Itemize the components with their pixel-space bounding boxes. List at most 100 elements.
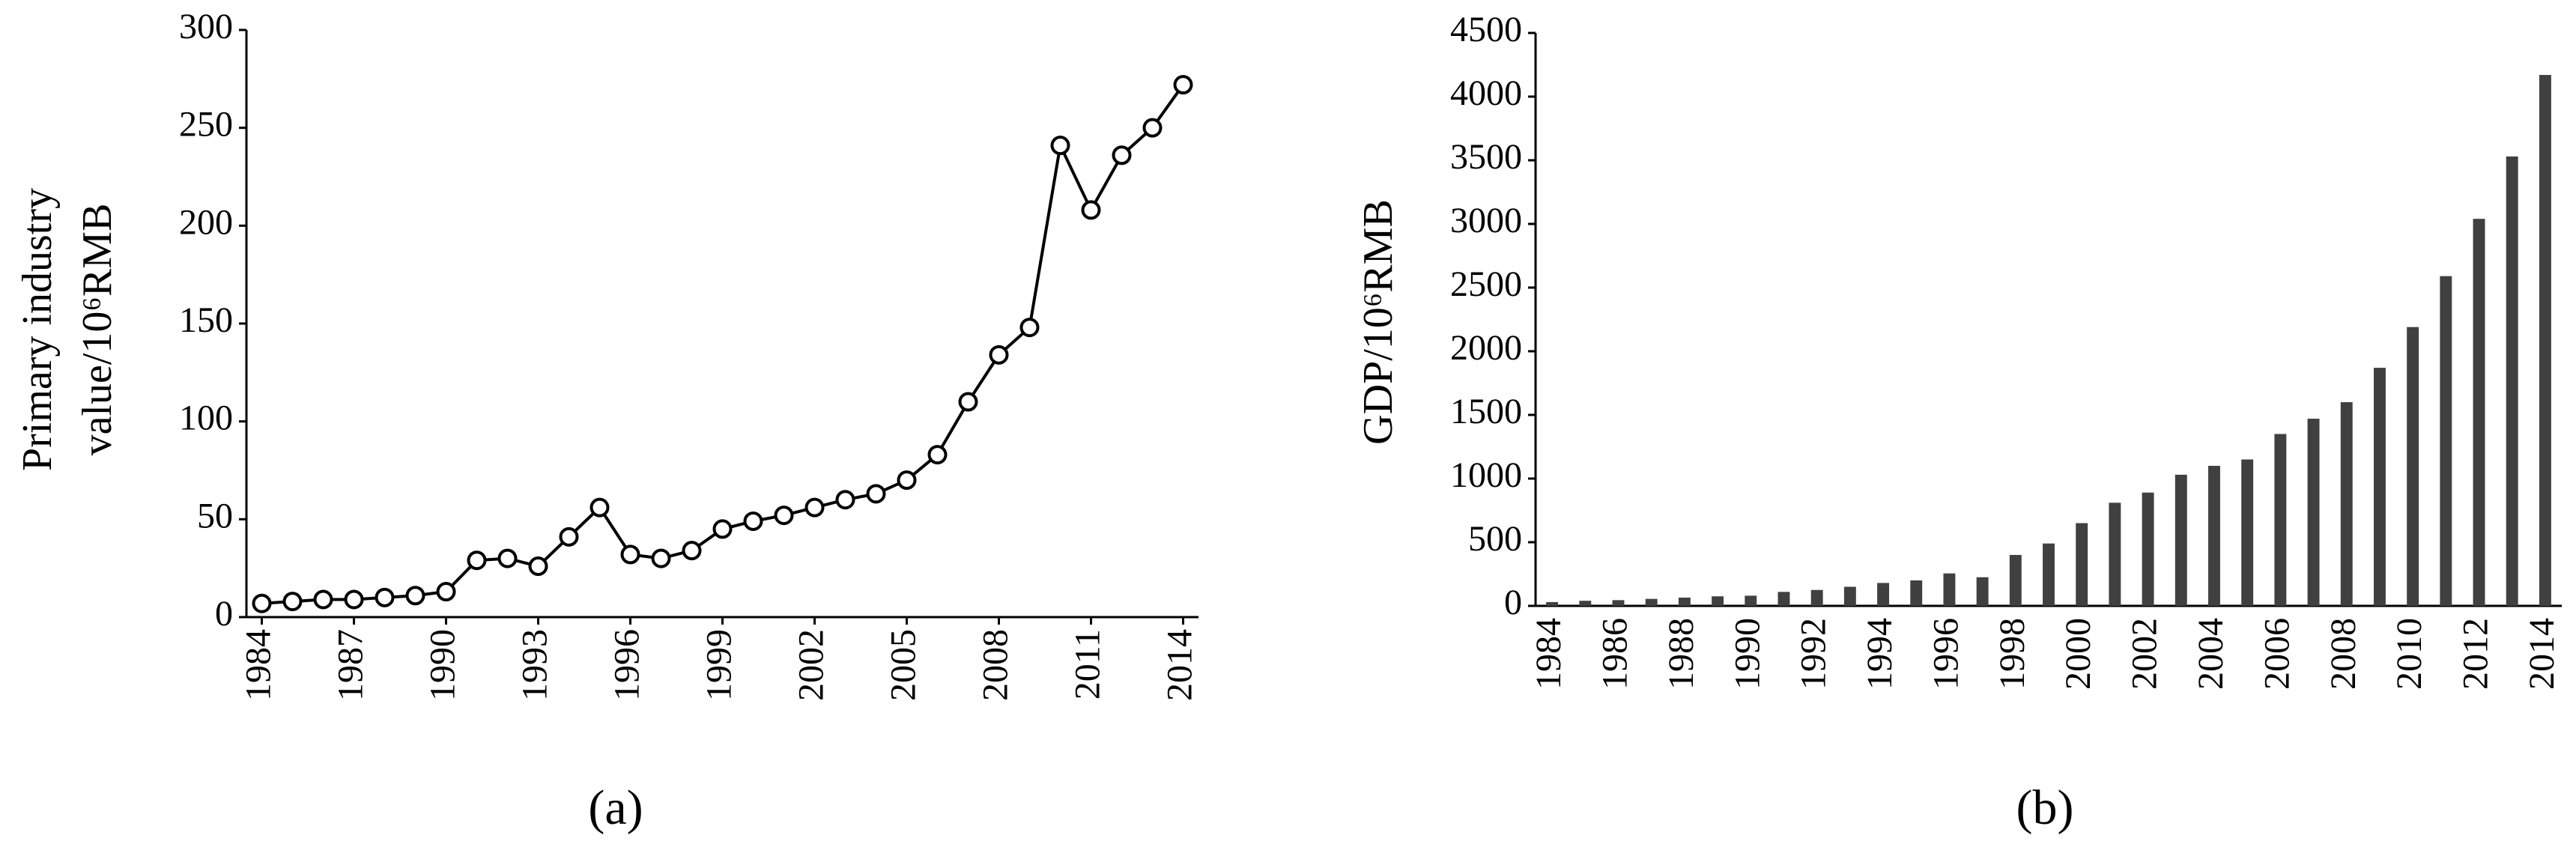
bar: [1546, 601, 1559, 606]
data-point: [804, 497, 825, 518]
data-point: [835, 490, 855, 510]
bar: [2407, 327, 2419, 606]
x-tick-label: 2005: [884, 629, 924, 701]
x-tick-label: 2004: [2191, 618, 2231, 690]
bar: [2473, 219, 2485, 606]
caption: (b): [2016, 780, 2074, 835]
x-tick-label: 2012: [2456, 618, 2496, 690]
caption: (a): [588, 780, 643, 835]
x-tick-label: 2006: [2257, 618, 2297, 690]
data-point: [1019, 318, 1040, 338]
data-point: [344, 589, 364, 610]
bar: [2109, 503, 2121, 606]
x-tick-label: 2010: [2389, 618, 2429, 690]
bar: [2175, 474, 2187, 606]
x-tick-label: 1990: [423, 629, 463, 701]
y-tick-label: 250: [179, 105, 233, 145]
data-point: [313, 589, 333, 610]
data-point: [682, 541, 702, 561]
data-point: [927, 445, 948, 465]
y-axis-title: value/10⁶RMB: [74, 204, 121, 456]
data-point: [1081, 200, 1101, 220]
x-tick-label: 1986: [1595, 618, 1634, 690]
bar: [2043, 543, 2055, 606]
bar: [2241, 459, 2254, 606]
x-tick-label: 2002: [2125, 618, 2165, 690]
y-tick-label: 100: [179, 398, 233, 438]
bar: [1943, 573, 1956, 606]
data-point: [559, 526, 579, 547]
data-point: [1142, 118, 1163, 138]
data-point: [620, 544, 640, 565]
y-tick-label: 1500: [1450, 392, 1522, 431]
bar: [1843, 586, 1856, 606]
bar: [1976, 577, 1989, 606]
y-axis-title: GDP/10⁶RMB: [1355, 199, 1401, 445]
bar: [2009, 555, 2022, 606]
data-point: [436, 582, 456, 602]
y-tick-label: 2500: [1450, 264, 1522, 304]
x-tick-label: 1996: [1926, 618, 1966, 690]
x-tick-label: 2014: [2522, 618, 2562, 690]
bar: [2307, 419, 2320, 606]
data-point: [897, 470, 917, 491]
data-point: [405, 586, 425, 606]
x-tick-label: 1984: [239, 629, 279, 701]
bar: [2373, 368, 2386, 606]
x-tick-label: 2000: [2058, 618, 2098, 690]
x-tick-label: 1993: [515, 629, 555, 701]
bar: [1579, 601, 1592, 606]
bar: [2274, 434, 2287, 606]
y-tick-label: 300: [179, 7, 233, 46]
bar: [2142, 492, 2154, 606]
bar: [2208, 466, 2220, 606]
x-tick-label: 1999: [700, 629, 739, 701]
data-point: [467, 550, 487, 571]
data-point: [866, 484, 886, 504]
bar: [1612, 600, 1625, 606]
bar: [1910, 580, 1923, 606]
x-tick-label: 1984: [1529, 618, 1569, 690]
data-point: [375, 587, 395, 607]
bar: [1745, 595, 1757, 606]
y-tick-label: 3500: [1450, 137, 1522, 177]
x-tick-label: 2008: [976, 629, 1016, 701]
bar: [1810, 589, 1823, 606]
y-tick-label: 1000: [1450, 455, 1522, 495]
data-point: [1112, 145, 1132, 166]
data-point: [497, 548, 518, 568]
x-tick-label: 1988: [1661, 618, 1701, 690]
x-tick-label: 1990: [1727, 618, 1767, 690]
bar: [2340, 402, 2353, 606]
y-tick-label: 2000: [1450, 328, 1522, 368]
data-point: [743, 511, 763, 531]
y-tick-label: 150: [179, 300, 233, 340]
data-point: [590, 497, 610, 518]
x-tick-label: 1998: [1992, 618, 2032, 690]
x-tick-label: 1996: [607, 629, 647, 701]
data-point: [774, 506, 794, 526]
bar: [1712, 596, 1724, 606]
x-tick-label: 1994: [1860, 618, 1900, 690]
data-point: [252, 593, 272, 613]
y-tick-label: 500: [1468, 519, 1522, 559]
bar: [2440, 276, 2452, 606]
x-tick-label: 2002: [792, 629, 831, 701]
y-tick-label: 0: [215, 594, 233, 634]
data-point: [712, 519, 733, 539]
data-point: [282, 592, 303, 612]
y-axis-title: Primary industry: [14, 188, 61, 471]
x-tick-label: 1987: [331, 629, 371, 701]
data-point: [651, 548, 671, 568]
data-point: [958, 392, 978, 412]
y-tick-label: 0: [1504, 583, 1522, 622]
data-point: [528, 556, 548, 577]
x-tick-label: 2014: [1160, 629, 1200, 701]
data-point: [1173, 75, 1193, 95]
y-tick-label: 4500: [1450, 10, 1522, 49]
y-tick-label: 200: [179, 202, 233, 242]
y-tick-label: 50: [197, 496, 233, 535]
data-point: [1050, 136, 1070, 156]
bar: [2506, 156, 2518, 606]
